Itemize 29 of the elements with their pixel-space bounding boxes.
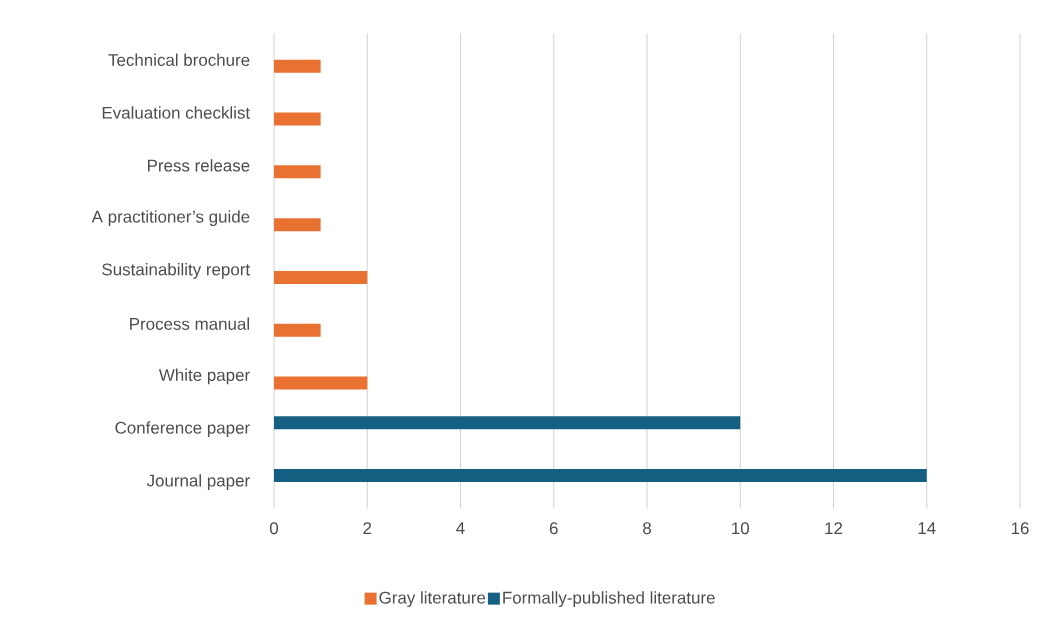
bar [274,270,368,284]
x-tick-label: 10 [732,522,750,535]
bar [274,416,741,430]
x-tick-label: 12 [825,522,843,535]
y-tick-label: Process manual [130,317,249,330]
bar [274,218,321,232]
x-tick-label: 6 [549,522,558,535]
x-tick-label: 14 [918,522,936,534]
bar [274,112,321,126]
x-tick-label: 0 [269,522,279,535]
bar [274,59,321,73]
bar [274,165,321,179]
y-tick-label: Press release [148,159,250,172]
y-tick-label: Sustainability report [102,263,250,279]
y-tick-label: White paper [158,368,250,385]
y-tick-label: A practitioner’s guide [91,210,250,227]
bar [274,376,368,390]
y-tick-label: Technical brochure [108,53,250,67]
x-tick-label: 4 [456,522,465,534]
y-tick-label: Evaluation checklist [102,106,250,119]
y-tick-label: Conference paper [115,421,250,438]
bar [274,323,321,337]
legend-label: Formally-published literature [503,591,715,608]
bar [274,469,927,483]
y-tick-label: Journal paper [146,474,250,490]
x-tick-label: 16 [1011,522,1029,535]
x-tick-label: 8 [643,522,651,535]
x-tick-label: 2 [363,522,372,535]
legend-label: Gray literature [379,591,486,608]
